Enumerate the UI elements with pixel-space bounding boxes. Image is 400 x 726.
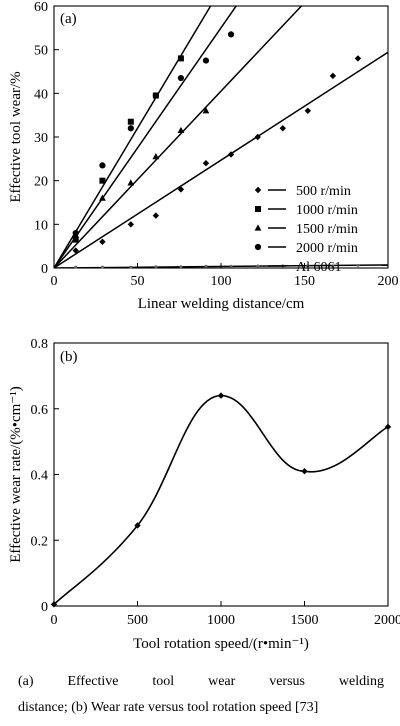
y-tick-label-b: 0.8 bbox=[31, 337, 49, 352]
data-point-s1 bbox=[127, 118, 134, 125]
plot-frame-b bbox=[53, 342, 389, 607]
x-tick-label-a: 50 bbox=[131, 274, 145, 289]
legend-marker-3 bbox=[254, 243, 262, 251]
data-point-s0 bbox=[152, 212, 160, 219]
fit-line-3 bbox=[54, 6, 238, 268]
y-tick-label-a: 0 bbox=[41, 262, 48, 277]
x-tick-label-b: 1000 bbox=[207, 613, 235, 628]
y-tick-label-b: 0 bbox=[41, 600, 48, 615]
data-point-s4 bbox=[356, 263, 360, 267]
data-point-s2 bbox=[99, 194, 106, 201]
data-point-s0 bbox=[329, 72, 337, 80]
data-point-s4 bbox=[229, 264, 233, 268]
y-axis-label-a: Effective tool wear/% bbox=[8, 71, 24, 202]
panel-label-a: (a) bbox=[60, 11, 77, 27]
x-tick-label-b: 0 bbox=[51, 613, 58, 628]
legend-label-4: Al 6061 bbox=[296, 260, 342, 275]
y-tick-label-a: 20 bbox=[34, 175, 48, 190]
data-point-b bbox=[301, 468, 308, 475]
data-point-b bbox=[384, 423, 392, 431]
caption-line-2: distance; (b) Wear rate versus tool rota… bbox=[18, 700, 319, 715]
x-tick-label-b: 1500 bbox=[291, 613, 319, 628]
data-point-s3 bbox=[72, 229, 79, 237]
data-point-s3 bbox=[177, 74, 185, 82]
data-point-s1 bbox=[177, 55, 184, 62]
y-tick-label-b: 0.6 bbox=[31, 403, 49, 418]
data-point-s3 bbox=[99, 162, 106, 169]
legend-label-0: 500 r/min bbox=[296, 184, 351, 199]
y-tick-label-a: 40 bbox=[34, 87, 48, 102]
fit-line-2 bbox=[54, 6, 303, 268]
y-axis-label-b: Effective wear rate/(%•cm⁻¹) bbox=[8, 386, 24, 562]
x-tick-label-a: 150 bbox=[294, 274, 315, 289]
legend-marker-2 bbox=[254, 224, 262, 231]
data-point-s4 bbox=[204, 264, 208, 268]
data-point-s1 bbox=[99, 177, 106, 184]
panel-label-b: (b) bbox=[60, 349, 78, 365]
x-tick-label-a: 0 bbox=[51, 274, 58, 289]
y-tick-label-a: 60 bbox=[34, 0, 48, 15]
legend-marker-0 bbox=[254, 186, 262, 194]
data-point-s0 bbox=[202, 160, 210, 167]
x-tick-label-b: 500 bbox=[127, 613, 148, 628]
data-point-s2 bbox=[177, 126, 185, 134]
data-point-s4 bbox=[306, 264, 310, 268]
x-tick-label-b: 2000 bbox=[374, 613, 400, 628]
data-point-s4 bbox=[129, 265, 133, 269]
legend-marker-1 bbox=[255, 206, 261, 212]
data-point-s0 bbox=[254, 133, 261, 141]
x-axis-label-a: Linear welding distance/cm bbox=[138, 296, 305, 312]
data-point-s0 bbox=[177, 186, 185, 193]
data-point-s4 bbox=[154, 265, 158, 269]
legend-label-1: 1000 r/min bbox=[296, 203, 358, 218]
legend-label-3: 2000 r/min bbox=[296, 241, 358, 256]
data-point-s3 bbox=[152, 92, 159, 99]
x-axis-label-b: Tool rotation speed/(r•min⁻¹) bbox=[133, 636, 309, 652]
data-point-b bbox=[217, 392, 225, 399]
y-tick-label-b: 0.2 bbox=[31, 534, 49, 549]
data-point-s0 bbox=[227, 151, 235, 158]
x-tick-label-a: 200 bbox=[378, 274, 399, 289]
wear-rate-curve bbox=[53, 394, 389, 605]
caption-line-1: (a) Effective tool wear versus welding bbox=[18, 674, 384, 689]
data-point-s3 bbox=[202, 57, 210, 64]
fit-line-1 bbox=[54, 6, 212, 268]
data-point-s0 bbox=[72, 247, 79, 254]
data-point-s0 bbox=[127, 221, 135, 228]
y-tick-label-a: 50 bbox=[34, 44, 48, 59]
data-point-s2 bbox=[152, 153, 160, 160]
data-point-s4 bbox=[74, 265, 78, 269]
data-point-s2 bbox=[127, 179, 135, 186]
data-point-s0 bbox=[304, 107, 312, 114]
x-tick-label-a: 100 bbox=[211, 274, 232, 289]
chart-a: 0 50 100 150 200 0 10 20 30 40 50 60 Linear welding … bbox=[8, 0, 399, 312]
data-point-s3 bbox=[227, 31, 235, 38]
legend-label-2: 1500 r/min bbox=[296, 222, 358, 237]
data-point-s0 bbox=[354, 55, 362, 62]
data-point-s3 bbox=[127, 125, 134, 132]
y-tick-label-a: 30 bbox=[34, 131, 48, 146]
data-point-s1 bbox=[72, 236, 79, 243]
chart-b: 0 500 1000 1500 2000 0 0.2 0.4 0.6 0.8 Tool rotati… bbox=[8, 337, 400, 652]
data-point-s4 bbox=[100, 265, 104, 269]
data-point-s4 bbox=[331, 264, 335, 268]
y-tick-label-b: 0.4 bbox=[31, 469, 49, 484]
fit-line-0 bbox=[54, 51, 388, 268]
data-point-s0 bbox=[99, 238, 106, 245]
y-tick-label-a: 10 bbox=[34, 218, 48, 233]
data-point-s0 bbox=[279, 125, 286, 132]
legend-marker-4 bbox=[256, 264, 260, 268]
data-point-s4 bbox=[179, 265, 183, 269]
data-point-s2 bbox=[202, 107, 210, 114]
